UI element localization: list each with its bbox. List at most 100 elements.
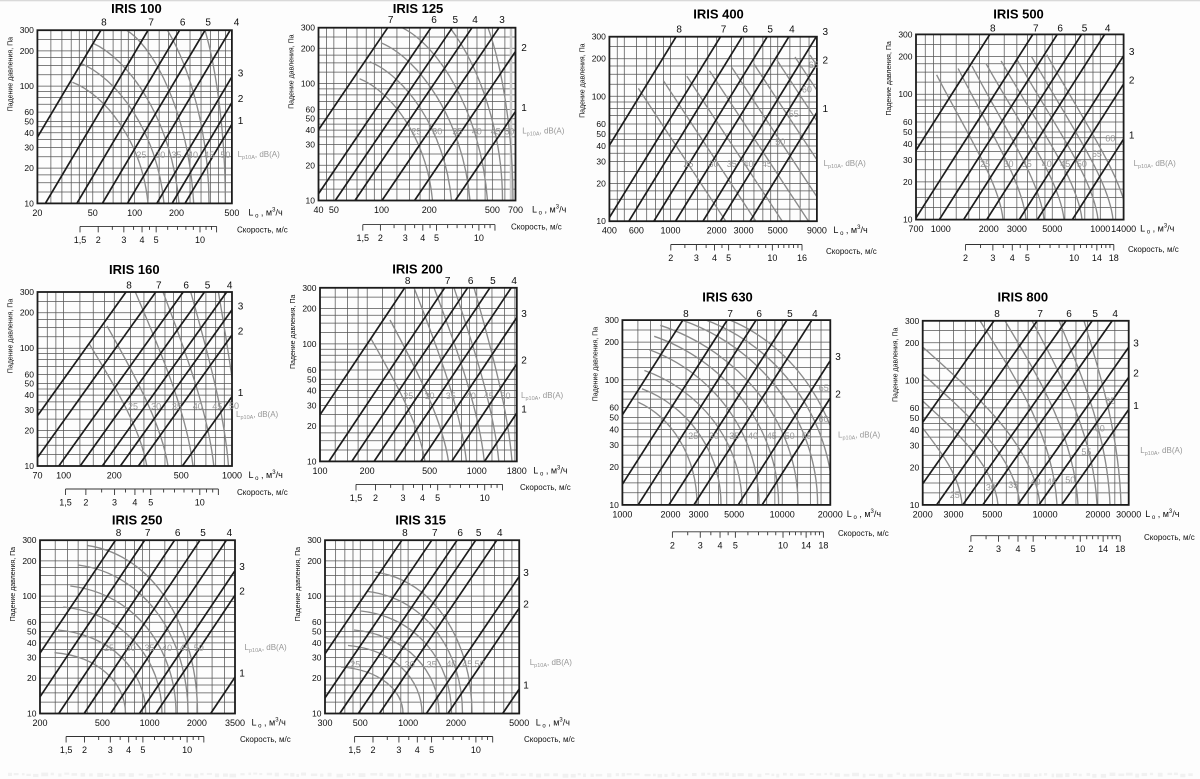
svg-text:25: 25 [104,643,114,653]
svg-text:50: 50 [307,374,317,384]
svg-text:L o , м3/ч: L o , м3/ч [532,205,567,217]
svg-text:50: 50 [596,129,606,139]
svg-text:35: 35 [1022,159,1032,169]
svg-text:50: 50 [910,413,920,423]
svg-text:300: 300 [301,23,315,33]
svg-text:20: 20 [27,673,37,683]
svg-text:65: 65 [819,383,829,393]
svg-text:25: 25 [688,431,698,441]
svg-text:6: 6 [457,528,463,539]
svg-text:10: 10 [25,461,35,471]
svg-text:18: 18 [1115,544,1125,554]
svg-text:50: 50 [329,205,339,215]
svg-text:50: 50 [25,379,35,389]
svg-text:300: 300 [302,283,316,293]
svg-text:2: 2 [1133,369,1139,380]
svg-text:5: 5 [726,253,731,263]
svg-text:60: 60 [903,117,913,127]
svg-text:100: 100 [127,208,142,218]
svg-text:5: 5 [767,25,773,36]
svg-text:300: 300 [905,316,919,326]
svg-text:2: 2 [668,253,673,263]
svg-text:8: 8 [126,281,132,292]
svg-text:3: 3 [403,233,408,243]
svg-text:50: 50 [609,412,619,422]
svg-text:50: 50 [775,137,785,147]
svg-text:8: 8 [402,528,408,539]
svg-text:60: 60 [1095,424,1105,434]
svg-text:30: 30 [307,400,317,410]
svg-text:Скорость, м/с: Скорость, м/с [838,529,889,538]
svg-text:6: 6 [756,309,762,320]
svg-text:Lp10A, dB(A): Lp10A, dB(A) [236,410,279,421]
svg-text:Падение давления, Па: Падение давления, Па [7,37,14,112]
svg-text:20000: 20000 [1085,509,1110,519]
svg-text:35: 35 [427,660,437,670]
svg-text:40: 40 [312,638,322,648]
svg-text:4: 4 [227,281,233,292]
svg-text:50: 50 [24,116,34,126]
svg-text:14: 14 [801,540,811,550]
svg-text:Lp10A, dB(A): Lp10A, dB(A) [521,391,564,402]
svg-text:10: 10 [195,235,205,245]
svg-text:2000: 2000 [660,509,680,519]
svg-text:1000: 1000 [140,718,160,728]
svg-text:Падение давления, Па: Падение давления, Па [579,43,586,118]
svg-text:L o , м3/ч: L o , м3/ч [847,509,882,521]
svg-text:20: 20 [306,160,316,170]
svg-text:5: 5 [1082,24,1088,35]
svg-text:30: 30 [151,402,161,412]
svg-text:100: 100 [22,591,36,601]
svg-text:3: 3 [521,309,527,320]
svg-text:1000: 1000 [612,509,632,519]
svg-text:45: 45 [212,402,222,412]
svg-text:40: 40 [472,127,482,137]
svg-text:35: 35 [144,643,154,653]
svg-text:6: 6 [183,281,189,292]
svg-text:60: 60 [27,617,37,627]
svg-text:2: 2 [378,233,383,243]
svg-text:200: 200 [20,46,34,56]
svg-text:4: 4 [1105,24,1111,35]
svg-text:500: 500 [353,718,368,728]
svg-text:5000: 5000 [1042,224,1062,234]
svg-text:1000: 1000 [398,718,418,728]
svg-text:10: 10 [480,493,490,503]
svg-text:35: 35 [1008,480,1018,490]
svg-text:20000: 20000 [818,509,843,519]
svg-text:40: 40 [743,159,753,169]
svg-text:50: 50 [306,114,316,124]
svg-text:20: 20 [910,462,920,472]
svg-text:8: 8 [116,528,122,539]
svg-text:30: 30 [126,643,136,653]
svg-text:3: 3 [401,493,406,503]
svg-text:70: 70 [32,471,42,481]
svg-text:5: 5 [154,235,159,245]
svg-text:10: 10 [471,745,481,755]
svg-text:L o , м3/ч: L o , м3/ч [536,718,571,730]
svg-text:50: 50 [1077,159,1087,169]
svg-text:55: 55 [1092,149,1102,159]
svg-text:5: 5 [434,233,439,243]
svg-text:Lp10A, dB(A): Lp10A, dB(A) [245,643,288,654]
svg-text:2: 2 [82,745,87,755]
svg-text:4: 4 [497,528,503,539]
svg-text:25: 25 [980,159,990,169]
svg-text:2: 2 [238,327,244,338]
svg-text:20: 20 [24,163,34,173]
svg-text:L o , м3/ч: L o , м3/ч [533,465,568,477]
svg-text:5: 5 [733,540,738,550]
svg-text:6: 6 [1066,309,1072,320]
svg-text:20: 20 [312,673,322,683]
svg-text:200: 200 [422,205,437,215]
svg-text:3: 3 [396,745,401,755]
svg-text:3: 3 [238,68,244,79]
svg-text:2000: 2000 [187,718,207,728]
svg-text:2000: 2000 [913,509,933,519]
svg-text:25: 25 [411,127,421,137]
svg-text:200: 200 [307,556,321,566]
svg-text:18: 18 [1109,253,1119,263]
svg-text:Скорость, м/с: Скорость, м/с [1144,533,1195,542]
svg-text:5: 5 [200,528,206,539]
svg-text:50: 50 [194,643,204,653]
